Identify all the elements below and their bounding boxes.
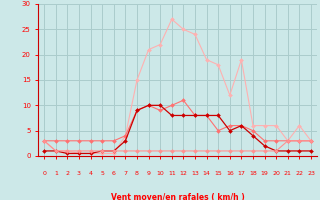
X-axis label: Vent moyen/en rafales ( km/h ): Vent moyen/en rafales ( km/h )	[111, 193, 244, 200]
